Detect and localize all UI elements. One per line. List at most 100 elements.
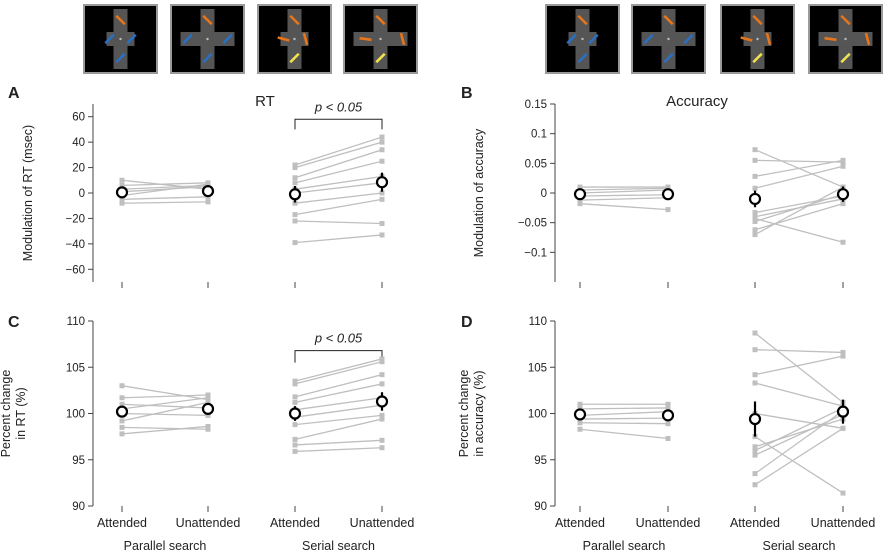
subject-point: [379, 372, 385, 378]
stimulus-serial-narrow-left: [257, 4, 332, 74]
subject-point: [379, 147, 385, 153]
stimulus-right-bar: [399, 32, 406, 46]
stimulus-fixation-dot: [844, 37, 847, 41]
subject-point: [292, 212, 298, 218]
chart-title: RT: [255, 93, 275, 110]
subject-point: [379, 437, 385, 443]
subject-line: [754, 436, 844, 494]
stimulus-top-bar: [375, 14, 386, 26]
subject-point: [665, 207, 671, 213]
subject-line: [294, 414, 383, 426]
stimulus-bottom-bar: [752, 52, 763, 64]
subject-line: [754, 418, 844, 448]
subject-point: [292, 442, 298, 448]
subject-point: [752, 444, 758, 450]
subject-point: [119, 431, 125, 437]
y-tick-label: 0: [79, 188, 85, 200]
mean-marker: [288, 188, 302, 201]
subject-line: [754, 217, 844, 243]
subject-point: [119, 182, 125, 188]
subject-point: [752, 173, 758, 179]
subject-line: [294, 182, 383, 194]
stimulus-fixation-dot: [206, 37, 209, 41]
subject-line: [121, 425, 209, 435]
panel-c-rt-percent-change: C 90 95 100 105 110 Percent change in RT (%) Att…: [0, 314, 414, 553]
mean-marker: [836, 188, 850, 201]
subject-point: [119, 424, 125, 430]
stimulus-parallel-wide-right: [631, 4, 706, 74]
mean-marker: [573, 408, 587, 421]
subject-point: [752, 471, 758, 477]
subject-point: [205, 399, 211, 405]
stimulus-top-bar: [663, 14, 674, 26]
subject-point: [752, 147, 758, 153]
stimulus-fixation-dot: [667, 37, 670, 41]
subject-point: [752, 372, 758, 378]
subject-point: [292, 378, 298, 384]
y-tick-label: 20: [72, 163, 85, 175]
panel-b-accuracy-modulation: B Accuracy −0.1 −0.05 0 0.05 0.1 0.15 Modulation…: [461, 85, 850, 288]
subject-point: [292, 165, 298, 171]
stimulus-right-bar: [864, 32, 871, 46]
subject-point: [292, 394, 298, 400]
subject-line: [294, 447, 383, 453]
mean-marker: [661, 409, 675, 422]
subject-point: [752, 210, 758, 216]
stimulus-bottom-bar: [202, 52, 213, 64]
subject-line: [121, 196, 209, 201]
subject-line: [579, 194, 669, 197]
stimulus-serial-wide-right: [808, 4, 883, 74]
y-tick-label: 0.1: [531, 129, 547, 141]
panel-label: B: [461, 85, 473, 102]
subject-point: [292, 162, 298, 168]
subject-point: [379, 445, 385, 451]
y-tick-label: −0.1: [524, 247, 547, 259]
subject-point: [379, 158, 385, 164]
subject-point: [379, 356, 385, 362]
subject-point: [665, 405, 671, 411]
subject-line: [294, 160, 383, 184]
stimulus-bottom-bar: [840, 52, 851, 64]
stimulus-fixation-dot: [379, 37, 382, 41]
x-tick-label: Unattended: [176, 516, 241, 530]
subject-point: [840, 425, 846, 431]
mean-marker: [115, 186, 129, 199]
y-tick-label: 95: [534, 455, 547, 467]
subject-line: [121, 182, 209, 187]
stimulus-left-bar: [104, 33, 115, 45]
stimulus-right-bar: [683, 33, 694, 45]
y-tick-label: 0.15: [525, 99, 547, 111]
subject-point: [752, 157, 758, 163]
subject-point: [752, 448, 758, 453]
subject-point: [379, 416, 385, 422]
subject-line: [294, 361, 383, 385]
subject-point: [840, 163, 846, 169]
subject-line: [754, 410, 844, 475]
subject-point: [379, 412, 385, 418]
subject-point: [205, 412, 211, 418]
subject-point: [292, 200, 298, 206]
subject-line: [121, 401, 209, 422]
x-tick-label: Unattended: [350, 516, 415, 530]
subject-line: [754, 193, 844, 223]
stimulus-fixation-dot: [581, 37, 584, 41]
subject-line: [754, 165, 844, 189]
subject-line: [579, 411, 669, 416]
subject-point: [840, 490, 846, 496]
subject-point: [205, 181, 211, 187]
subject-line: [754, 355, 844, 376]
subject-point: [379, 221, 385, 227]
stimulus-bottom-bar: [577, 52, 588, 64]
subject-line: [294, 141, 383, 169]
x-group-label: Parallel search: [583, 539, 666, 553]
panel-a-rt-modulation: A RT −60 −40 −20 0 20 40 60 Modulation of RT (mse…: [8, 85, 389, 288]
subject-point: [752, 347, 758, 353]
subject-point: [752, 216, 758, 222]
subject-line: [579, 417, 669, 420]
subject-line: [754, 159, 844, 178]
subject-line: [121, 403, 209, 409]
y-tick-label: 110: [67, 316, 85, 328]
subject-point: [577, 420, 583, 426]
stimulus-bottom-bar: [115, 52, 126, 64]
subject-point: [577, 426, 583, 432]
